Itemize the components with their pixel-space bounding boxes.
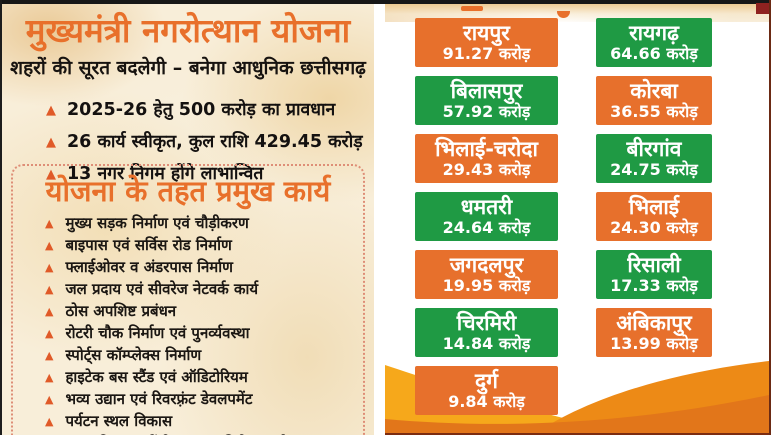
- key-works-list: ▲ मुख्य सड़क निर्माण एवं चौड़ीकरण ▲ बाइप…: [21, 215, 355, 435]
- city-name: रायपुर: [463, 20, 510, 45]
- city-grid: रायपुर 91.27 करोड़ रायगढ़ 64.66 करोड़ बि…: [415, 18, 712, 415]
- highlights-list: ▲ 2025-26 हेतु 500 करोड़ का प्रावधान ▲ 2…: [2, 97, 374, 185]
- triangle-bullet-icon: ▲: [45, 217, 54, 231]
- triangle-bullet-icon: ▲: [45, 349, 54, 363]
- city-allocation-card: चिरमिरी 14.84 करोड़: [415, 308, 558, 357]
- city-allocation-card: रायपुर 91.27 करोड़: [415, 18, 558, 67]
- triangle-bullet-icon: ▲: [45, 305, 54, 319]
- city-allocation-card: धमतरी 24.64 करोड़: [415, 192, 558, 241]
- triangle-bullet-icon: ▲: [45, 239, 54, 253]
- top-texture-strip: [385, 4, 769, 22]
- list-item: ▲ हाइटेक बस स्टैंड एवं ऑडिटोरियम: [45, 369, 355, 387]
- list-item-label: भव्य उद्यान एवं रिवरफ़्रंट डेवलपमेंट: [65, 390, 253, 409]
- city-allocation-card: भिलाई-चरोदा 29.43 करोड़: [415, 134, 558, 183]
- city-amount: 57.92 करोड़: [442, 101, 531, 121]
- list-item: ▲ रोटरी चौक निर्माण एवं पुनर्व्यवस्था: [45, 325, 355, 343]
- city-name: चिरमिरी: [456, 310, 517, 335]
- city-amount: 24.64 करोड़: [442, 217, 531, 237]
- list-item-label: 26 कार्य स्वीकृत, कुल राशि 429.45 करोड़: [67, 131, 363, 152]
- city-name: दुर्ग: [475, 368, 498, 393]
- city-name: कोरबा: [630, 78, 678, 103]
- top-right-corner-mark: [756, 3, 769, 14]
- city-name: भिलाई-चरोदा: [435, 136, 538, 161]
- cropped-header-fragment: [557, 11, 570, 18]
- city-allocation-card: दुर्ग 9.84 करोड़: [415, 366, 558, 415]
- city-allocation-card: कोरबा 36.55 करोड़: [596, 76, 712, 125]
- city-amount: 29.43 करोड़: [442, 159, 531, 179]
- bottom-edge-line: [385, 433, 769, 435]
- city-name: अंबिकापुर: [616, 310, 692, 335]
- scheme-subtitle: शहरों की सूरत बदलेगी – बनेगा आधुनिक छत्त…: [10, 56, 366, 79]
- right-edge-line: [769, 0, 771, 435]
- list-item: ▲ जल प्रदाय एवं सीवरेज नेटवर्क कार्य: [45, 281, 355, 299]
- list-item: ▲ ठोस अपशिष्ट प्रबंधन: [45, 303, 355, 321]
- city-name: जगदलपुर: [449, 252, 524, 277]
- city-allocation-card: बिलासपुर 57.92 करोड़: [415, 76, 558, 125]
- list-item-label: पर्यटन स्थल विकास: [65, 412, 173, 431]
- triangle-bullet-icon: ▲: [46, 102, 56, 118]
- key-works-box: योजना के तहत प्रमुख कार्य ▲ मुख्य सड़क न…: [11, 164, 365, 435]
- triangle-bullet-icon: ▲: [45, 371, 54, 385]
- list-item: ▲ बाइपास एवं सर्विस रोड निर्माण: [45, 237, 355, 255]
- triangle-bullet-icon: ▲: [45, 327, 54, 341]
- triangle-bullet-icon: ▲: [45, 393, 54, 407]
- city-allocation-card: रायगढ़ 64.66 करोड़: [596, 18, 712, 67]
- city-amount: 24.75 करोड़: [610, 159, 698, 179]
- list-item-label: स्पोर्ट्स कॉम्प्लेक्स निर्माण: [65, 346, 202, 365]
- cropped-header-fragment: [461, 6, 483, 11]
- bottom-wave-decoration: [385, 361, 769, 435]
- list-item-label: जल प्रदाय एवं सीवरेज नेटवर्क कार्य: [65, 280, 259, 299]
- city-allocation-card: जगदलपुर 19.95 करोड़: [415, 250, 558, 299]
- city-amount: 19.95 करोड़: [442, 275, 531, 295]
- city-amount: 9.84 करोड़: [448, 391, 525, 411]
- key-works-title: योजना के तहत प्रमुख कार्य: [45, 174, 331, 208]
- city-amount: 13.99 करोड़: [610, 333, 698, 353]
- list-item-label: मुख्य सड़क निर्माण एवं चौड़ीकरण: [65, 214, 249, 233]
- top-black-bar: [0, 0, 771, 4]
- city-name: रायगढ़: [629, 20, 679, 45]
- city-name: बीरगांव: [626, 136, 682, 161]
- list-item-label: ठोस अपशिष्ट प्रबंधन: [65, 302, 177, 321]
- triangle-bullet-icon: ▲: [45, 261, 54, 275]
- list-item: ▲ 13 नगर निगम होंगे लाभान्वित: [46, 161, 374, 185]
- list-item: ▲ फ्लाईओवर व अंडरपास निर्माण: [45, 259, 355, 277]
- city-amount: 36.55 करोड़: [610, 101, 698, 121]
- list-item: ▲ 2025-26 हेतु 500 करोड़ का प्रावधान: [46, 97, 374, 121]
- city-allocation-card: बीरगांव 24.75 करोड़: [596, 134, 712, 183]
- triangle-bullet-icon: ▲: [46, 134, 56, 150]
- list-item: ▲ 26 कार्य स्वीकृत, कुल राशि 429.45 करोड…: [46, 129, 374, 153]
- list-item-label: रोटरी चौक निर्माण एवं पुनर्व्यवस्था: [65, 324, 250, 343]
- city-allocation-card: भिलाई 24.30 करोड़: [596, 192, 712, 241]
- city-allocation-card: अंबिकापुर 13.99 करोड़: [596, 308, 712, 357]
- list-item: ▲ पर्यटन स्थल विकास: [45, 413, 355, 431]
- city-name: बिलासपुर: [450, 78, 523, 103]
- scheme-title: मुख्यमंत्री नगरोत्थान योजना: [25, 11, 351, 50]
- triangle-bullet-icon: ▲: [45, 283, 54, 297]
- list-item-label: 13 नगर निगम होंगे लाभान्वित: [67, 163, 264, 184]
- list-item: ▲ स्पोर्ट्स कॉम्प्लेक्स निर्माण: [45, 347, 355, 365]
- city-amount: 14.84 करोड़: [442, 333, 531, 353]
- city-allocation-panel: रायपुर 91.27 करोड़ रायगढ़ 64.66 करोड़ बि…: [385, 4, 769, 435]
- list-item-label: हाइटेक बस स्टैंड एवं ऑडिटोरियम: [65, 368, 248, 387]
- triangle-bullet-icon: ▲: [45, 415, 54, 429]
- city-amount: 17.33 करोड़: [610, 275, 698, 295]
- city-allocation-card: रिसाली 17.33 करोड़: [596, 250, 712, 299]
- list-item: ▲ मुख्य सड़क निर्माण एवं चौड़ीकरण: [45, 215, 355, 233]
- list-item-label: 2025-26 हेतु 500 करोड़ का प्रावधान: [67, 99, 336, 120]
- city-amount: 24.30 करोड़: [610, 217, 698, 237]
- list-item-label: फ्लाईओवर व अंडरपास निर्माण: [65, 258, 234, 277]
- triangle-bullet-icon: ▲: [46, 166, 56, 182]
- scheme-overview-panel: मुख्यमंत्री नगरोत्थान योजना शहरों की सूर…: [2, 4, 374, 435]
- city-name: धमतरी: [460, 194, 513, 219]
- city-name: रिसाली: [627, 252, 681, 277]
- city-amount: 91.27 करोड़: [442, 43, 531, 63]
- list-item-label: बाइपास एवं सर्विस रोड निर्माण: [65, 236, 232, 255]
- city-amount: 64.66 करोड़: [610, 43, 698, 63]
- left-edge-line: [0, 0, 2, 435]
- list-item: ▲ भव्य उद्यान एवं रिवरफ़्रंट डेवलपमेंट: [45, 391, 355, 409]
- city-name: भिलाई: [628, 194, 680, 219]
